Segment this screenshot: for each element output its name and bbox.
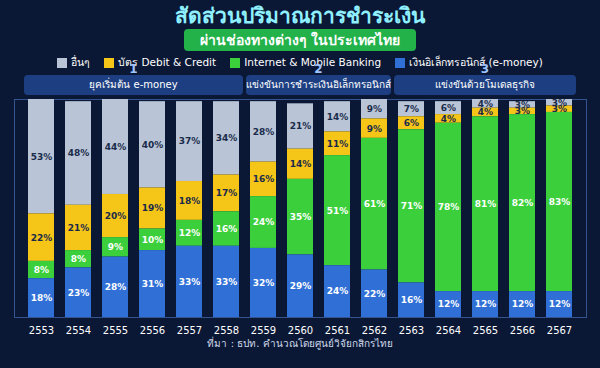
html-text:2: 2 — [314, 62, 323, 76]
svg-text:22%: 22% — [31, 233, 53, 243]
svg-text:34%: 34% — [216, 133, 238, 143]
svg-text:16%: 16% — [253, 174, 275, 184]
svg-text:28%: 28% — [253, 127, 275, 137]
html-text:อื่นๆ: อื่นๆ — [71, 55, 91, 68]
svg-text:9%: 9% — [367, 104, 382, 114]
html-text:1: 1 — [129, 62, 138, 76]
svg-text:37%: 37% — [179, 136, 201, 146]
svg-text:19%: 19% — [142, 203, 164, 213]
svg-text:2554: 2554 — [66, 325, 91, 336]
html-text:3: 3 — [480, 62, 490, 76]
svg-text:22%: 22% — [364, 289, 386, 299]
html-text:บัตร Debit & Credit: บัตร Debit & Credit — [118, 55, 217, 68]
svg-text:4%: 4% — [478, 107, 493, 117]
svg-text:28%: 28% — [105, 282, 127, 292]
svg-text:3%: 3% — [552, 104, 567, 114]
svg-text:44%: 44% — [105, 142, 127, 152]
svg-text:10%: 10% — [142, 235, 164, 245]
svg-text:11%: 11% — [327, 139, 349, 149]
svg-text:6%: 6% — [404, 118, 419, 128]
svg-text:2563: 2563 — [399, 325, 424, 336]
svg-text:6%: 6% — [441, 103, 456, 113]
svg-text:61%: 61% — [364, 199, 386, 209]
svg-text:2564: 2564 — [436, 325, 461, 336]
svg-text:14%: 14% — [290, 159, 312, 169]
svg-text:12%: 12% — [475, 299, 497, 309]
svg-text:23%: 23% — [68, 288, 90, 298]
svg-text:78%: 78% — [438, 202, 460, 212]
html-text:ยุคเริ่มต้น e-money: ยุคเริ่มต้น e-money — [89, 79, 178, 90]
svg-text:81%: 81% — [475, 199, 497, 209]
svg-text:12%: 12% — [179, 228, 201, 238]
svg-text:33%: 33% — [179, 277, 201, 287]
html-text:ผ่านช่องทางต่างๆ ในประเทศไทย: ผ่านช่องทางต่างๆ ในประเทศไทย — [199, 32, 401, 48]
svg-text:7%: 7% — [404, 104, 419, 114]
svg-text:4%: 4% — [441, 114, 456, 124]
html-text:แข่งขันการชำระเงินอิเล็กทรอนิก: แข่งขันการชำระเงินอิเล็กทรอนิกส์ — [246, 79, 391, 90]
svg-text:2557: 2557 — [177, 325, 202, 336]
svg-text:21%: 21% — [290, 121, 312, 131]
svg-text:53%: 53% — [31, 152, 53, 162]
svg-text:12%: 12% — [438, 299, 460, 309]
svg-text:2567: 2567 — [547, 325, 572, 336]
svg-text:3%: 3% — [515, 106, 530, 116]
svg-text:2562: 2562 — [362, 325, 387, 336]
svg-text:3%: 3% — [514, 99, 531, 110]
svg-text:2558: 2558 — [214, 325, 239, 336]
svg-text:3%: 3% — [551, 97, 568, 108]
svg-text:83%: 83% — [549, 197, 571, 207]
svg-text:2560: 2560 — [288, 325, 313, 336]
svg-text:12%: 12% — [549, 299, 571, 309]
svg-text:21%: 21% — [68, 223, 90, 233]
svg-text:20%: 20% — [105, 211, 127, 221]
svg-text:9%: 9% — [108, 242, 123, 252]
svg-text:29%: 29% — [290, 281, 312, 291]
html-text:Internet & Mobile Banking: Internet & Mobile Banking — [244, 56, 382, 68]
svg-text:2559: 2559 — [251, 325, 276, 336]
svg-text:14%: 14% — [327, 112, 349, 122]
html-text:แข่งขันด้วยโมเดลธุรกิจ: แข่งขันด้วยโมเดลธุรกิจ — [435, 79, 535, 90]
svg-text:2556: 2556 — [140, 325, 165, 336]
svg-text:51%: 51% — [327, 206, 349, 216]
html-text:เงินอิเล็กทรอนิกส์ (e-money): เงินอิเล็กทรอนิกส์ (e-money) — [409, 55, 543, 68]
html-text:ที่มา : ธปท. คำนวณโดยศูนย์วิจั: ที่มา : ธปท. คำนวณโดยศูนย์วิจัยกสิกรไทย — [207, 338, 393, 349]
svg-text:32%: 32% — [253, 278, 275, 288]
svg-text:82%: 82% — [512, 198, 534, 208]
svg-text:16%: 16% — [216, 224, 238, 234]
svg-text:24%: 24% — [327, 286, 349, 296]
svg-text:8%: 8% — [34, 265, 49, 275]
svg-text:48%: 48% — [68, 148, 90, 158]
svg-text:8%: 8% — [71, 254, 86, 264]
svg-text:31%: 31% — [142, 279, 164, 289]
svg-text:4%: 4% — [477, 98, 494, 109]
svg-text:35%: 35% — [290, 212, 312, 222]
svg-text:12%: 12% — [512, 299, 534, 309]
svg-text:33%: 33% — [216, 277, 238, 287]
svg-text:24%: 24% — [253, 217, 275, 227]
svg-text:9%: 9% — [367, 124, 382, 134]
svg-text:71%: 71% — [401, 201, 423, 211]
svg-text:2553: 2553 — [29, 325, 54, 336]
svg-text:2555: 2555 — [103, 325, 128, 336]
svg-text:40%: 40% — [142, 140, 164, 150]
svg-text:16%: 16% — [401, 295, 423, 305]
svg-text:18%: 18% — [31, 293, 53, 303]
svg-text:17%: 17% — [216, 188, 238, 198]
svg-text:2561: 2561 — [325, 325, 350, 336]
html-text:สัดส่วนปริมาณการชำระเงิน: สัดส่วนปริมาณการชำระเงิน — [175, 4, 425, 28]
svg-text:2565: 2565 — [473, 325, 498, 336]
svg-text:2566: 2566 — [510, 325, 535, 336]
svg-text:18%: 18% — [179, 196, 201, 206]
